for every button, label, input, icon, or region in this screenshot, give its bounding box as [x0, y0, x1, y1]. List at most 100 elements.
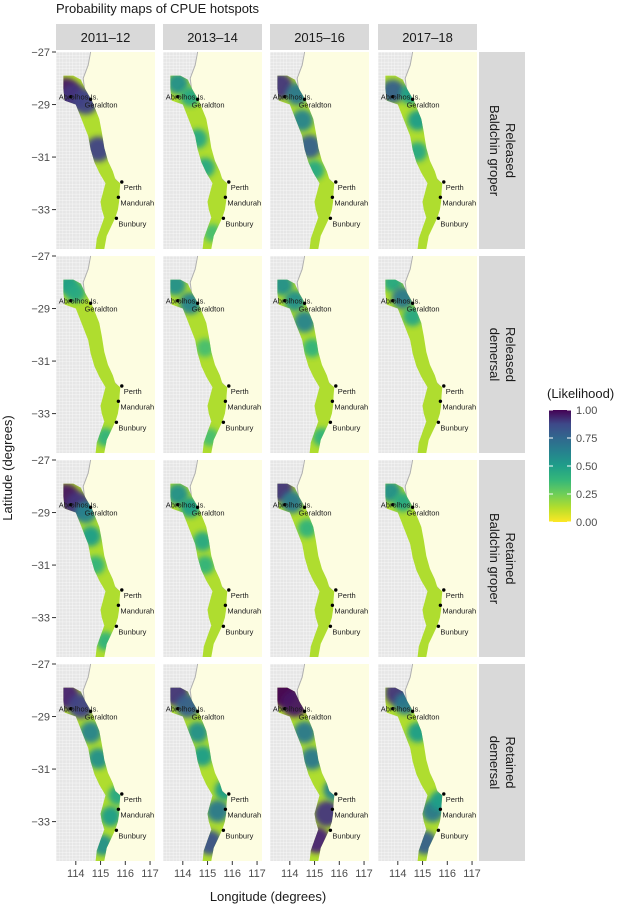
location-marker	[195, 301, 200, 305]
location-label: Geraldton	[192, 304, 225, 313]
land-area	[297, 460, 369, 657]
location-label: Geraldton	[192, 508, 225, 517]
location-label: Geraldton	[299, 304, 332, 313]
location-label: Mandurah	[442, 198, 476, 207]
location-label: Bunbury	[225, 423, 253, 432]
hotspot-cell	[66, 283, 86, 303]
location-marker	[330, 807, 335, 811]
location-label: Bunbury	[118, 219, 146, 228]
hotspot-cell	[281, 490, 304, 514]
location-label: Perth	[231, 591, 249, 600]
location-marker	[302, 505, 307, 509]
location-marker	[223, 603, 228, 607]
location-marker	[328, 828, 333, 832]
legend-tick-label: 0.00	[576, 517, 597, 529]
map-panel: Abrolhos Is.Geraldton Perth Mandurah Bunbur…	[270, 255, 369, 454]
x-tick-label: 115	[199, 868, 217, 880]
map-panel: Abrolhos Is.Geraldton Perth Mandurah Bunbur…	[270, 663, 369, 862]
location-label: Perth	[231, 795, 249, 804]
location-label: Geraldton	[407, 304, 440, 313]
map-panel: Abrolhos Is.Geraldton Perth Mandurah Bunbur…	[56, 255, 155, 454]
hotspot-cell	[293, 310, 316, 333]
location-marker	[116, 807, 121, 811]
fishing-band	[277, 279, 335, 453]
land-area	[405, 52, 477, 249]
location-marker	[330, 399, 335, 403]
map-panel: Abrolhos Is.Geraldton Perth Mandurah Bunbur…	[270, 51, 369, 250]
map-panel: Abrolhos Is.Geraldton Perth Mandurah Bunbur…	[163, 51, 262, 250]
location-marker	[438, 807, 443, 811]
legend-ticks: 1.00 0.75 0.50 0.25 0.00	[549, 405, 597, 529]
location-marker	[120, 588, 124, 592]
location-label: Perth	[338, 591, 356, 600]
location-label: Mandurah	[227, 198, 261, 207]
fishing-band	[385, 483, 443, 657]
location-marker	[221, 828, 226, 832]
location-label: Perth	[124, 591, 142, 600]
location-label: Bunbury	[225, 627, 253, 636]
location-label: Perth	[338, 387, 356, 396]
hotspot-cell	[302, 338, 322, 358]
location-marker	[334, 792, 338, 796]
x-tick-label: 115	[414, 868, 432, 880]
fishing-band	[170, 75, 228, 249]
location-marker	[223, 399, 228, 403]
location-label: Mandurah	[227, 810, 261, 819]
location-label: Bunbury	[440, 423, 468, 432]
fishing-band	[170, 279, 228, 453]
location-marker	[114, 828, 119, 832]
location-marker	[391, 299, 395, 303]
map-panel: Abrolhos Is.Geraldton Perth Mandurah Bunbur…	[56, 51, 155, 250]
hotspot-cell	[187, 721, 209, 743]
location-label: Mandurah	[334, 606, 368, 615]
y-tick-label: −27	[31, 47, 50, 59]
legend-title: (Likelihood)	[547, 386, 614, 401]
fishing-band	[385, 279, 443, 453]
location-marker	[223, 807, 228, 811]
location-label: Geraldton	[85, 712, 118, 721]
location-label: Bunbury	[225, 219, 253, 228]
location-marker	[438, 399, 443, 403]
map-panel: Abrolhos Is.Geraldton Perth Mandurah Bunbur…	[56, 663, 155, 862]
land-area	[190, 52, 262, 249]
location-marker	[221, 216, 226, 220]
row-strip-label: ReleasedBaldchin groper	[487, 105, 518, 197]
location-label: Geraldton	[85, 304, 118, 313]
location-label: Abrolhos Is.	[166, 501, 206, 510]
location-label: Abrolhos Is.	[273, 705, 313, 714]
location-marker	[410, 505, 415, 509]
location-marker	[227, 792, 231, 796]
location-label: Mandurah	[334, 810, 368, 819]
location-marker	[88, 505, 93, 509]
location-marker	[69, 503, 73, 507]
location-label: Geraldton	[299, 508, 332, 517]
land-area	[405, 256, 477, 453]
location-marker	[69, 95, 73, 99]
location-marker	[410, 301, 415, 305]
location-label: Mandurah	[442, 606, 476, 615]
legend-colorbar	[549, 410, 571, 522]
location-marker	[195, 505, 200, 509]
legend-tick-label: 0.25	[576, 489, 597, 501]
x-tick-label: 114	[67, 868, 85, 880]
land-area	[83, 52, 155, 249]
fishing-band	[385, 75, 443, 249]
y-tick-label: −33	[31, 409, 50, 421]
location-label: Mandurah	[120, 606, 154, 615]
location-marker	[227, 588, 231, 592]
location-marker	[221, 624, 226, 628]
x-tick-label: 114	[389, 868, 407, 880]
row-strip	[479, 52, 525, 249]
location-label: Perth	[338, 795, 356, 804]
y-tick-label: −31	[31, 764, 50, 776]
location-marker	[176, 707, 180, 711]
location-marker	[410, 709, 415, 713]
location-label: Bunbury	[118, 423, 146, 432]
y-tick-label: −29	[31, 100, 50, 112]
location-label: Mandurah	[442, 810, 476, 819]
location-marker	[283, 95, 287, 99]
location-label: Mandurah	[120, 402, 154, 411]
location-marker	[116, 195, 121, 199]
location-label: Mandurah	[227, 402, 261, 411]
